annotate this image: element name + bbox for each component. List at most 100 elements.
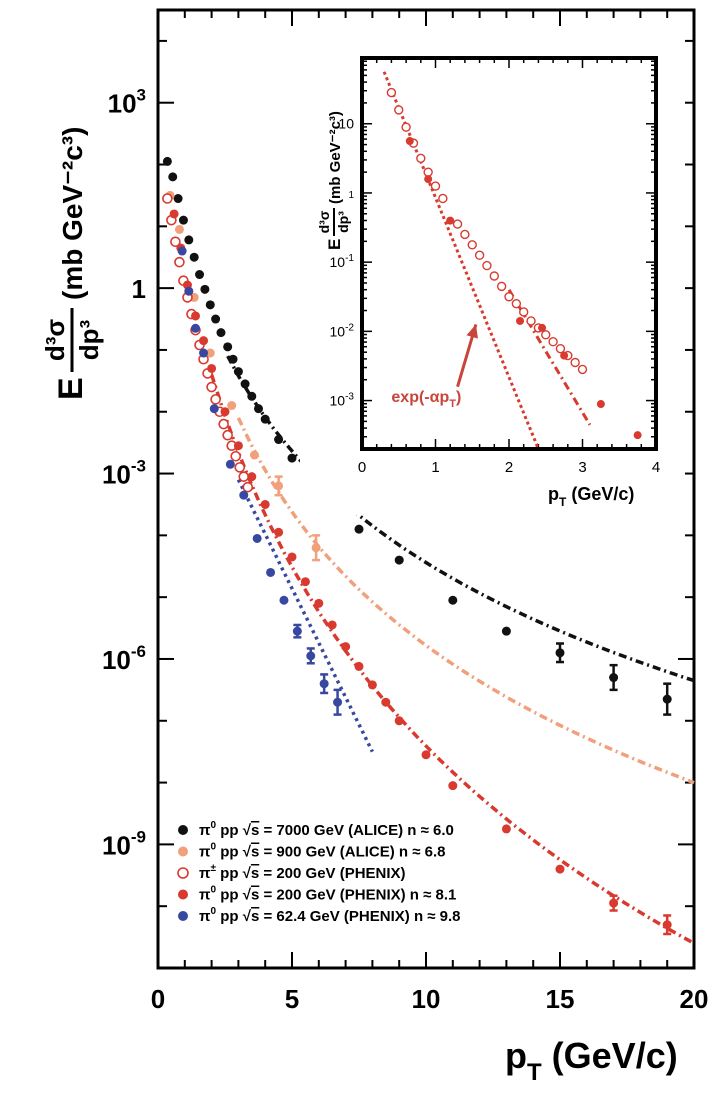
inset-y-tick-label: 1 <box>348 190 354 201</box>
main-data-point <box>178 215 188 225</box>
inset-ticks <box>361 58 657 450</box>
main-data-point <box>260 499 270 509</box>
main-data-point <box>162 193 173 204</box>
legend-marker <box>177 867 189 879</box>
inset-x-tick-label: 2 <box>505 459 513 476</box>
legend-label: π0 pp √s = 62.4 GeV (PHENIX) n ≈ 9.8 <box>199 906 461 925</box>
main-data-point <box>239 490 249 500</box>
main-data-point <box>195 270 205 280</box>
inset-chart: 0 1 2 3 4 10 1 10-1 10-2 10-3 pT (GeV/c) E d³σ d… <box>300 40 685 515</box>
inset-fit-curve <box>507 289 592 426</box>
main-data-point <box>199 348 209 358</box>
main-data-point <box>227 401 237 411</box>
main-data-point <box>354 524 364 534</box>
main-data-point <box>177 246 187 256</box>
main-data-point <box>210 394 221 405</box>
y-axis-numerator: d³σ <box>40 319 70 362</box>
main-data-point <box>327 620 337 630</box>
inset-data-points <box>386 87 642 440</box>
main-data-point <box>209 404 219 414</box>
legend-label: π0 pp √s = 900 GeV (ALICE) n ≈ 6.8 <box>199 842 446 861</box>
inset-x-axis-unit: (GeV/c) <box>566 484 634 504</box>
main-x-tick-label: 5 <box>285 984 299 1014</box>
legend-marker <box>178 911 188 921</box>
inset-fit-curves <box>382 71 592 450</box>
inset-data-point <box>386 87 397 98</box>
main-data-point <box>174 224 184 234</box>
main-y-tick-label: 10-6 <box>102 642 146 675</box>
main-data-point <box>174 256 185 268</box>
main-y-tick-label: 1 <box>132 274 146 304</box>
main-data-point <box>266 567 276 577</box>
main-data-point <box>247 391 257 401</box>
main-data-point <box>225 459 235 469</box>
main-y-tick-labels: 103 1 10-3 10-6 10-9 <box>102 86 146 861</box>
main-data-point <box>223 342 233 352</box>
y-axis-unit: (mb GeV⁻²c³) <box>57 127 88 300</box>
main-data-point <box>184 286 194 296</box>
inset-data-point <box>424 175 433 184</box>
main-data-point <box>274 527 284 537</box>
main-data-point <box>287 453 297 463</box>
inset-x-tick-labels: 0 1 2 3 4 <box>358 459 660 476</box>
main-data-point <box>220 407 230 417</box>
main-data-point <box>184 235 194 245</box>
inset-data-point <box>489 271 499 281</box>
inset-data-point <box>633 431 642 440</box>
inset-data-point <box>423 167 433 177</box>
main-x-tick-label: 10 <box>412 984 441 1014</box>
inset-data-point <box>548 337 558 347</box>
inset-data-point <box>438 193 448 204</box>
main-data-point <box>501 824 511 834</box>
inset-data-point <box>516 316 525 325</box>
main-data-point <box>300 577 310 587</box>
inset-data-point <box>474 250 485 260</box>
main-data-point <box>555 648 565 658</box>
inset-data-point <box>467 240 477 250</box>
inset-data-point <box>394 105 404 115</box>
inset-data-point <box>496 281 507 292</box>
main-data-point <box>367 680 377 690</box>
main-data-point <box>238 471 250 482</box>
inset-data-point <box>526 316 536 326</box>
main-data-point <box>249 450 259 460</box>
main-data-point <box>254 404 263 414</box>
main-error-bars <box>274 475 672 936</box>
main-data-point <box>162 156 172 166</box>
inset-fit-curve <box>382 71 540 450</box>
inset-y-axis-unit: (mb GeV⁻²c³) <box>327 111 344 204</box>
inset-data-point <box>401 122 411 132</box>
inset-y-axis-numerator: d³σ <box>316 210 332 233</box>
main-data-point <box>191 311 201 321</box>
main-data-point <box>421 750 431 760</box>
main-x-tick-label: 20 <box>680 984 709 1014</box>
inset-x-tick-label: 1 <box>431 459 439 476</box>
main-y-tick-label: 10-3 <box>102 457 146 490</box>
inset-data-point <box>519 307 529 317</box>
legend-label: π± pp √s = 200 GeV (PHENIX) <box>199 863 406 882</box>
inset-y-axis-title: E d³σ dp³ (mb GeV⁻²c³) <box>316 111 351 250</box>
main-data-point <box>394 716 404 726</box>
main-data-point <box>205 300 215 310</box>
main-data-point <box>274 435 284 445</box>
main-data-point <box>230 450 242 462</box>
inset-data-point <box>541 330 551 340</box>
main-data-point <box>381 697 391 707</box>
main-data-point <box>274 481 284 491</box>
main-x-tick-label: 15 <box>546 984 575 1014</box>
main-data-point <box>247 472 257 482</box>
y-axis-prefix: E <box>52 377 90 400</box>
main-data-point <box>207 363 217 373</box>
main-x-tick-label: 0 <box>151 984 165 1014</box>
main-data-point <box>354 661 364 671</box>
main-data-point <box>199 336 209 346</box>
legend-marker <box>178 846 188 857</box>
main-data-point <box>609 673 619 683</box>
inset-data-point <box>577 364 588 375</box>
inset-x-tick-label: 3 <box>578 459 586 476</box>
main-ticks <box>157 10 695 969</box>
inset-data-point <box>416 153 426 164</box>
main-x-axis-title: pT (GeV/c) <box>505 1035 678 1086</box>
inset-y-tick-label: 10-2 <box>330 322 355 339</box>
